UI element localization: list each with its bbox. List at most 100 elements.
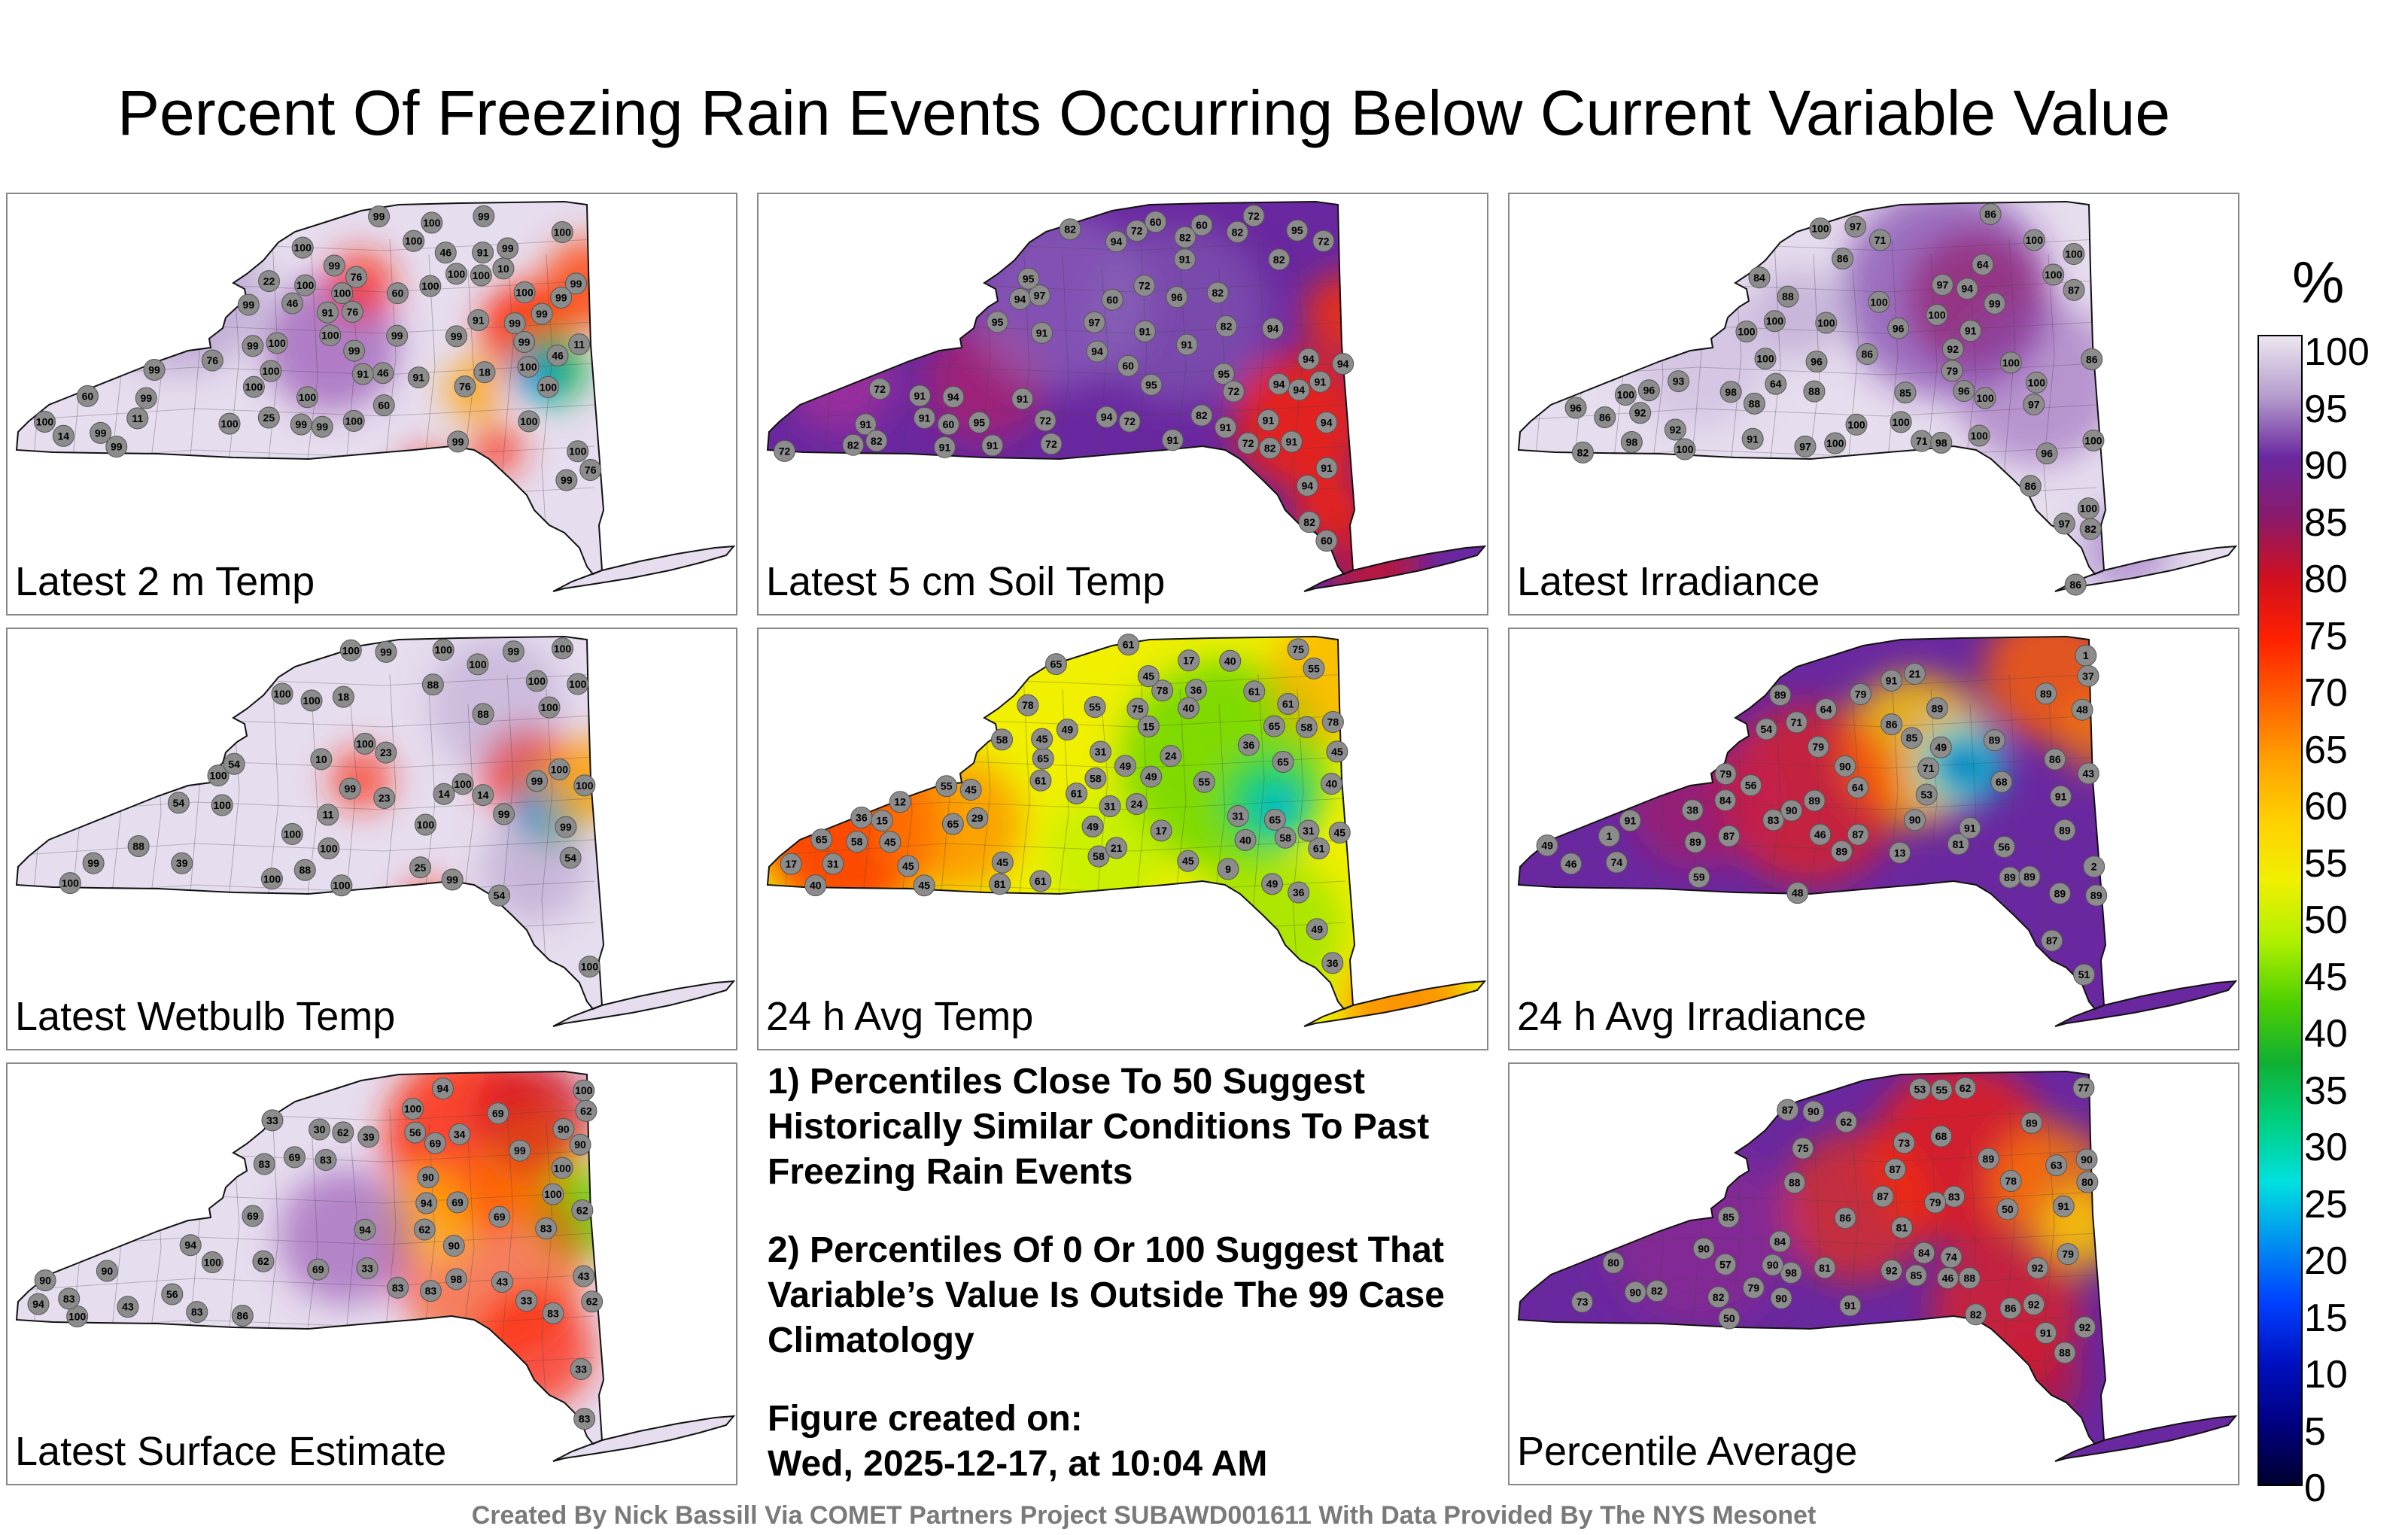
station-value: 89 [1774,689,1786,701]
station-marker: 33 [356,1257,379,1279]
station-marker: 96 [1166,286,1188,309]
station-value: 86 [1984,208,1996,220]
station-value: 43 [578,1270,590,1282]
station-value: 73 [1899,1137,1911,1149]
station-marker: 90 [569,1133,591,1156]
station-marker: 99 [441,868,464,891]
station-value: 91 [477,247,489,259]
station-value: 89 [2059,824,2071,836]
station-value: 76 [585,464,597,476]
station-marker: 91 [1011,388,1034,410]
station-value: 100 [519,360,537,372]
station-value: 91 [1844,1299,1856,1312]
station-value: 96 [2041,448,2053,460]
station-value: 72 [1228,385,1240,397]
colorbar-tick: 25 [2304,1182,2348,1226]
station-marker: 90 [34,1269,56,1292]
station-value: 81 [1896,1222,1908,1234]
station-value: 98 [1626,436,1638,448]
state-outline [2054,1415,2238,1462]
station-value: 100 [36,416,54,428]
station-marker: 48 [1786,882,1809,904]
station-marker: 84 [1748,266,1771,289]
station-marker: 94 [27,1293,50,1315]
station-value: 34 [454,1128,466,1140]
figure-title: Percent Of Freezing Rain Events Occurrin… [117,78,2171,148]
station-marker: 36 [1321,952,1344,974]
station-value: 90 [2081,1154,2093,1166]
station-value: 53 [1920,789,1932,801]
station-marker: 10 [310,748,333,771]
station-value: 82 [1651,1285,1663,1297]
station-marker: 61 [1066,783,1088,805]
station-marker: 43 [573,1265,595,1287]
station-value: 62 [580,1105,592,1117]
station-marker: 31 [1297,819,1320,842]
station-marker: 77 [2072,1077,2095,1099]
station-value: 100 [540,701,558,713]
station-value: 40 [1326,778,1338,790]
station-marker: 100 [1815,312,1838,334]
station-marker: 56 [1740,774,1762,797]
station-marker: 74 [1605,851,1628,874]
station-marker: 100 [2077,497,2099,520]
station-value: 64 [1770,378,1782,390]
station-value: 89 [2040,688,2052,700]
station-value: 62 [1841,1116,1853,1128]
station-value: 99 [140,392,152,404]
station-marker: 91 [914,406,936,429]
station-marker: 21 [1904,663,1926,685]
station-value: 36 [1243,739,1255,751]
station-marker: 62 [413,1218,436,1241]
station-marker: 91 [854,413,877,436]
station-marker: 96 [1953,380,1975,403]
station-marker: 100 [1999,351,2022,374]
station-value: 36 [1293,886,1305,898]
station-value: 39 [363,1131,375,1143]
station-marker: 96 [1637,379,1660,402]
station-value: 100 [68,1311,87,1323]
station-marker: 89 [2054,819,2076,841]
station-marker: 100 [451,773,474,795]
station-marker: 100 [2025,371,2048,394]
station-value: 83 [540,1223,552,1235]
station-marker: 90 [1762,1254,1784,1276]
station-marker: 86 [1856,343,1878,366]
station-marker: 85 [1901,727,1923,749]
station-value: 54 [564,852,576,864]
station-marker: 71 [1869,229,1892,251]
station-marker: 79 [1850,683,1872,706]
station-marker: 60 [1117,354,1139,377]
station-marker: 55 [1084,696,1106,719]
station-value: 99 [295,418,307,430]
station-value: 62 [337,1126,349,1138]
station-value: 37 [2082,670,2094,682]
station-value: 94 [1961,283,1973,295]
station-value: 91 [1886,675,1898,687]
station-marker: 100 [567,673,589,695]
station-value: 79 [1719,768,1732,780]
station-marker: 45 [1031,728,1054,750]
station-marker: 100 [525,670,548,692]
station-marker: 62 [581,1290,604,1313]
station-value: 100 [540,381,558,393]
station-marker: 10 [492,257,515,280]
state-outline [15,1070,605,1445]
station-value: 12 [894,796,906,808]
station-value: 100 [515,287,534,299]
station-value: 31 [1303,825,1315,837]
station-marker: 100 [211,794,233,816]
station-marker: 94 [1332,352,1354,375]
station-value: 99 [518,336,531,348]
station-value: 92 [2028,1299,2040,1311]
station-marker: 100 [537,375,559,398]
percentile-field [1519,202,2236,591]
station-value: 71 [1923,762,1935,774]
station-value: 87 [1890,1163,1902,1175]
station-value: 96 [1811,355,1823,367]
station-value: 71 [1916,435,1928,447]
station-value: 90 [1808,1105,1820,1117]
station-marker: 62 [571,1199,594,1221]
station-value: 82 [1273,254,1285,266]
station-marker: 100 [414,813,436,836]
